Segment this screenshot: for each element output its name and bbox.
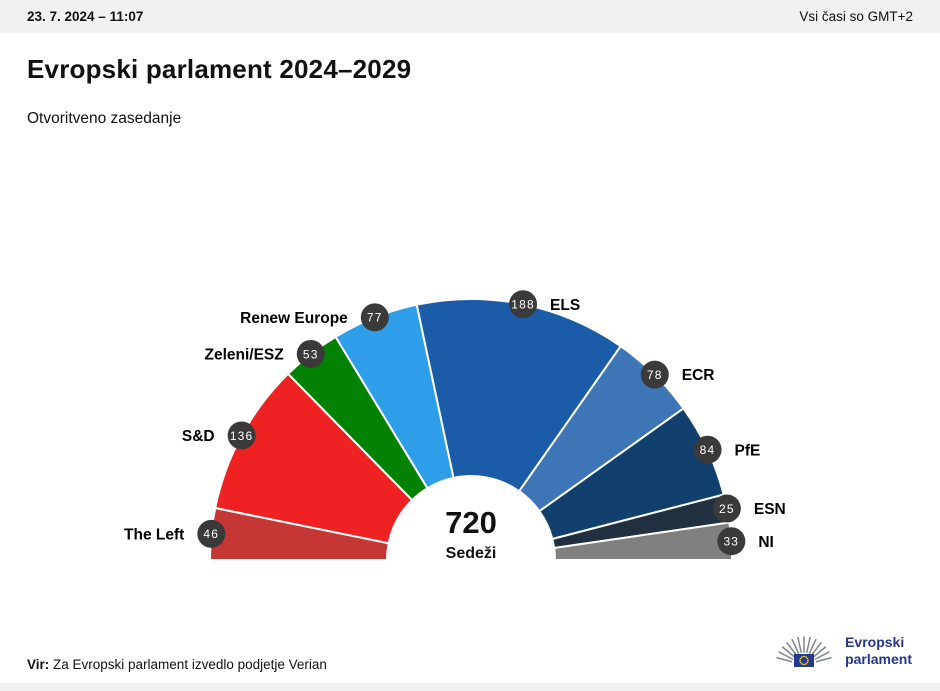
eu-flag <box>794 654 815 667</box>
logo-ray <box>806 636 811 654</box>
party-label: Zeleni/ESZ <box>205 347 285 364</box>
logo-ray <box>814 651 830 660</box>
source-text: Za Evropski parlament izvedlo podjetje V… <box>49 657 327 672</box>
party-label: S&D <box>182 428 215 445</box>
total-seats-units: Sedeži <box>446 545 497 562</box>
segment-els[interactable] <box>415 298 623 493</box>
party-label: ESN <box>754 501 786 518</box>
flag-star <box>799 661 802 664</box>
seat-badge <box>227 421 256 450</box>
party-label: NI <box>758 534 774 551</box>
logo-ray <box>811 642 822 656</box>
party-label: Renew Europe <box>240 310 348 327</box>
party-label: PfE <box>735 442 761 459</box>
flag-star <box>805 663 807 665</box>
seat-badge-value: 53 <box>303 347 319 361</box>
seat-badge-value: 78 <box>647 368 663 382</box>
ep-logo-text: Evropski parlament <box>845 634 912 667</box>
logo-ray <box>815 657 832 663</box>
flag-star <box>806 661 809 664</box>
flag-star <box>805 656 807 658</box>
logo-text-line2: parlament <box>845 651 912 667</box>
logo-ray <box>778 651 794 660</box>
party-label: ECR <box>682 367 715 384</box>
logo-ray <box>791 638 800 654</box>
logo-ray <box>808 638 817 654</box>
source-note: Vir: Za Evropski parlament izvedlo podje… <box>27 657 327 672</box>
page-subtitle: Otvoritveno zasedanje <box>27 110 182 127</box>
bottom-bar <box>0 683 940 691</box>
logo-ray <box>786 642 797 656</box>
seat-badge <box>712 494 741 523</box>
logo-text-line1: Evropski <box>845 634 905 651</box>
seat-badge-value: 46 <box>203 527 219 541</box>
flag-star <box>799 657 802 660</box>
seat-badge <box>693 435 722 464</box>
ep-logo: Evropski parlament <box>772 632 912 670</box>
seat-badge <box>509 290 538 319</box>
seat-badge-value: 25 <box>719 502 735 516</box>
flag-star <box>803 655 805 658</box>
flag-star <box>799 659 801 662</box>
chart-badges: 46 136 53 77 188 78 84 25 33 <box>197 290 746 556</box>
source-label: Vir: <box>27 657 50 672</box>
logo-ray <box>797 636 803 654</box>
chart-labels: The Left S&D Zeleni/ESZ Renew Europe ELS ECR P… <box>124 297 786 551</box>
timezone-note: Vsi časi so GMT+2 <box>799 9 913 24</box>
seat-badge <box>296 339 325 368</box>
flag-star <box>807 659 809 662</box>
seat-badge-value: 84 <box>700 443 716 457</box>
seat-badge-value: 77 <box>367 311 383 325</box>
seat-badge-value: 188 <box>511 298 535 312</box>
top-bar: 23. 7. 2024 – 11:07 Vsi časi so GMT+2 <box>0 0 940 33</box>
datetime-text: 23. 7. 2024 – 11:07 <box>27 9 144 24</box>
flag-star <box>801 656 803 658</box>
total-seats-value: 720 <box>445 505 497 540</box>
seat-badge-value: 136 <box>230 429 254 443</box>
flag-star <box>801 663 803 665</box>
page-title: Evropski parlament 2024–2029 <box>27 54 412 84</box>
ep-logo-mark <box>776 636 832 667</box>
seat-badge <box>360 303 389 332</box>
logo-ray <box>776 657 793 663</box>
logo-ray <box>813 646 827 658</box>
party-label: ELS <box>550 297 580 314</box>
flag-star <box>803 663 805 666</box>
flag-star <box>806 657 809 660</box>
seat-badge-value: 33 <box>723 535 739 549</box>
logo-ray <box>781 646 795 658</box>
seat-badge <box>640 360 669 389</box>
segment-s-d[interactable] <box>214 372 414 545</box>
party-label: The Left <box>124 526 184 543</box>
seat-badge <box>197 519 226 548</box>
seat-badge <box>717 527 746 556</box>
